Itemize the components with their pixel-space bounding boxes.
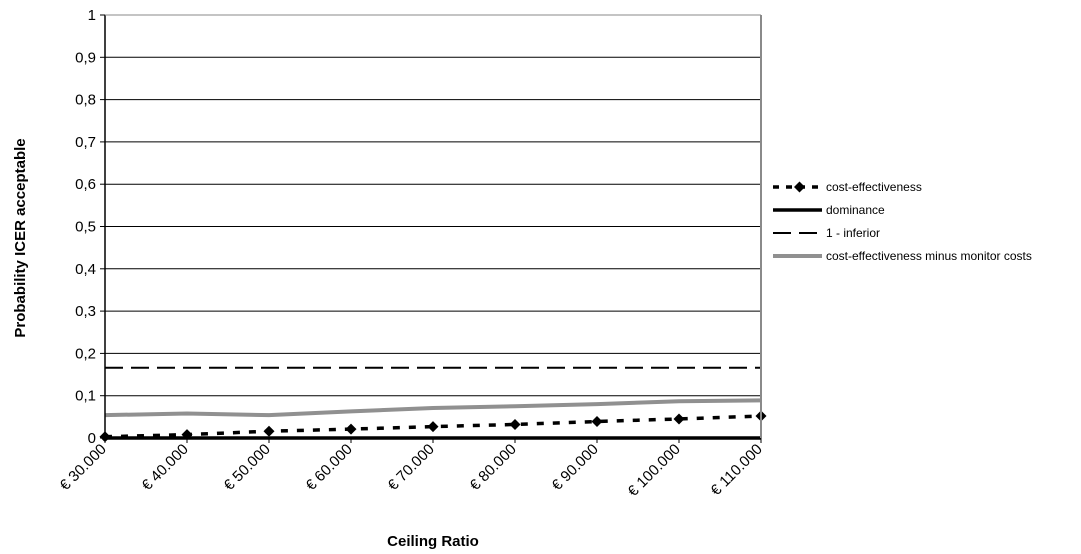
x-tick-label: € 40.000: [139, 441, 192, 494]
x-tick-label: € 60.000: [303, 441, 356, 494]
y-tick-label: 0,2: [75, 345, 96, 362]
x-tick-label: € 100.000: [625, 441, 684, 500]
data-point-marker: [263, 425, 275, 437]
series-line-cost-effectiveness-minus-monitor-costs: [104, 398, 762, 418]
x-tick-label: € 90.000: [549, 441, 602, 494]
series-line-cost-effectiveness: [104, 414, 762, 439]
legend: cost-effectiveness dominance 1 - inferior c…: [773, 180, 1032, 263]
legend-label: 1 - inferior: [826, 226, 880, 240]
y-tick-label: 0,3: [75, 303, 96, 320]
x-tick-label: € 110.000: [707, 441, 765, 499]
axes: [100, 14, 762, 443]
x-axis-title: Ceiling Ratio: [387, 533, 479, 550]
legend-marker: [794, 181, 805, 193]
legend-label: cost-effectiveness: [826, 180, 922, 194]
y-tick-label: 0,7: [75, 134, 96, 151]
y-tick-label: 0: [88, 430, 96, 447]
grid: [105, 14, 761, 397]
data-point-marker: [427, 421, 439, 433]
y-axis-title: Probability ICER acceptable: [12, 138, 29, 337]
data-point-marker: [181, 429, 193, 441]
legend-label: dominance: [826, 203, 885, 217]
y-tick-label: 0,4: [75, 261, 96, 278]
data-point-marker: [673, 413, 685, 425]
y-tick-label: 0,9: [75, 49, 96, 66]
legend-label: cost-effectiveness minus monitor costs: [826, 249, 1032, 263]
plot-series: [99, 366, 767, 443]
y-tick-label: 0,5: [75, 219, 96, 236]
x-tick-label: € 80.000: [467, 441, 520, 494]
data-point-marker: [509, 418, 521, 430]
y-tick-label: 0,8: [75, 92, 96, 109]
y-tick-label: 1: [88, 7, 96, 24]
y-tick-label: 0,6: [75, 176, 96, 193]
x-tick-label: € 50.000: [221, 441, 274, 494]
x-tick-label: € 30.000: [57, 441, 110, 494]
x-tick-label: € 70.000: [385, 441, 438, 494]
data-point-marker: [345, 423, 357, 435]
y-tick-label: 0,1: [75, 388, 96, 405]
data-point-marker: [591, 416, 603, 428]
